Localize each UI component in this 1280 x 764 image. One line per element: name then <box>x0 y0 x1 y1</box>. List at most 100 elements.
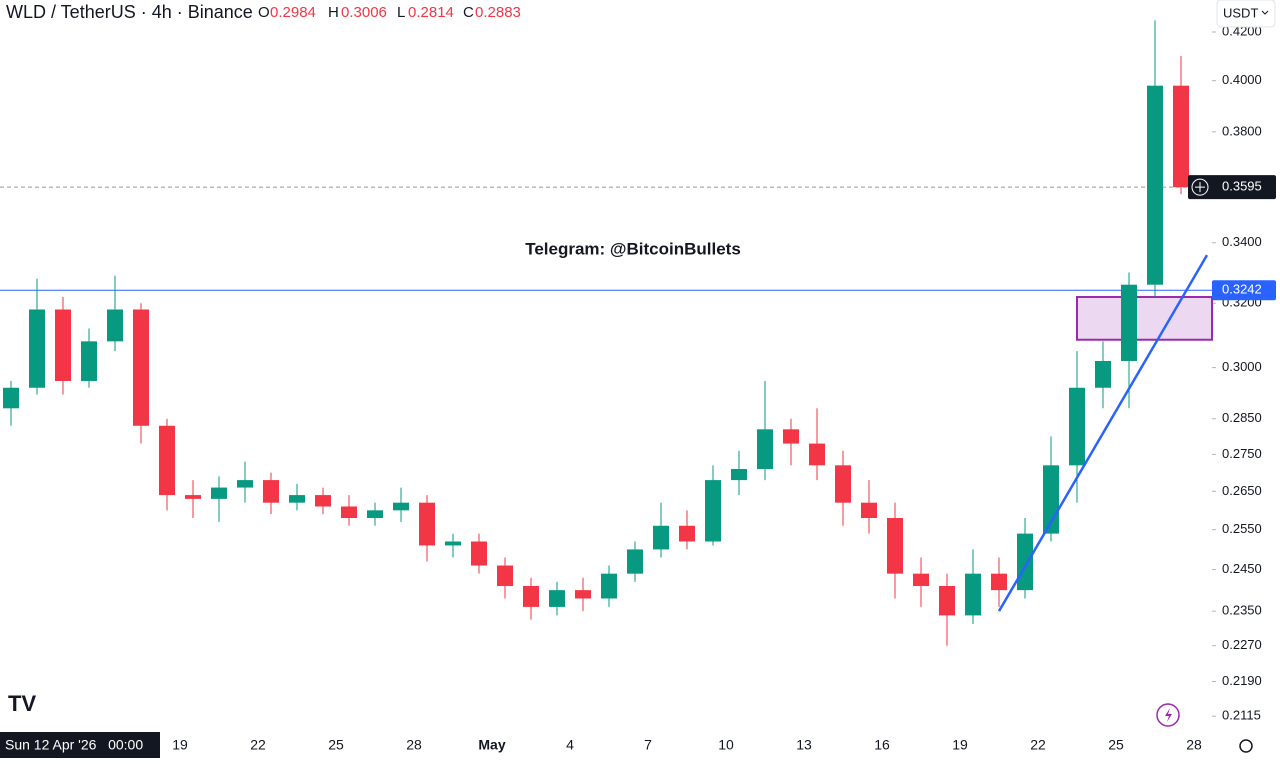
x-tick-label: 28 <box>406 737 422 753</box>
c-value: 0.2883 <box>475 4 521 21</box>
x-tick-label: 4 <box>566 737 574 753</box>
candle-body <box>653 525 669 550</box>
x-tick-label: 16 <box>874 737 890 753</box>
x-tick-label: 7 <box>644 737 652 753</box>
plot: 0.42000.40000.38000.34000.32000.30000.28… <box>0 20 1276 753</box>
candle-body <box>1069 387 1085 466</box>
level-label: 0.3242 <box>1222 282 1262 297</box>
candle-body <box>549 590 565 607</box>
candle-body <box>705 480 721 542</box>
candle-body <box>809 443 825 466</box>
x-tick-label: 25 <box>328 737 344 753</box>
candle-body <box>107 309 123 342</box>
candle-body <box>887 518 903 574</box>
trendline <box>997 254 1209 612</box>
candle-body <box>55 309 71 381</box>
x-tick-label: 19 <box>952 737 968 753</box>
candle-body <box>1147 85 1163 285</box>
candle-body <box>341 506 357 519</box>
x-tick-label: 10 <box>718 737 734 753</box>
add-button[interactable] <box>1191 178 1209 196</box>
x-tick-label: 22 <box>1030 737 1046 753</box>
y-tick-label: 0.2350 <box>1222 603 1262 618</box>
candle-body <box>3 387 19 409</box>
h-value: 0.3006 <box>341 4 387 21</box>
y-tick-label: 0.3800 <box>1222 123 1262 138</box>
y-tick-label: 0.2850 <box>1222 410 1262 425</box>
candle-body <box>81 341 97 381</box>
y-tick-label: 0.3400 <box>1222 234 1262 249</box>
symbol: WLD / TetherUS · 4h · Binance <box>6 2 253 22</box>
zone <box>1076 296 1213 341</box>
candle-body <box>523 586 539 607</box>
y-tick-label: 0.2450 <box>1222 561 1262 576</box>
last-price-box <box>1188 175 1276 200</box>
last-price-label: 0.3595 <box>1222 179 1262 194</box>
level-label-box <box>1212 280 1276 301</box>
c-label: C <box>463 4 474 21</box>
candle-body <box>393 502 409 511</box>
annotation: Telegram: @BitcoinBullets <box>525 239 741 258</box>
h-label: H <box>328 4 339 21</box>
y-tick-label: 0.4000 <box>1222 72 1262 87</box>
candle-body <box>185 495 201 499</box>
y-tick-label: 0.2190 <box>1222 673 1262 688</box>
candle-body <box>367 510 383 519</box>
y-tick-label: 0.2650 <box>1222 483 1262 498</box>
plus <box>1195 182 1205 193</box>
candle-body <box>627 549 643 574</box>
candle-body <box>289 495 305 503</box>
logo: TV <box>8 691 36 716</box>
currency[interactable]: USDT <box>1223 5 1258 20</box>
candle-body <box>497 565 513 587</box>
x-tick-label: 25 <box>1108 737 1124 753</box>
x-tick-label: 28 <box>1186 737 1202 753</box>
y-tick-label: 0.2550 <box>1222 521 1262 536</box>
candle-body <box>575 590 591 599</box>
l-label: L <box>397 4 405 21</box>
candle-body <box>237 480 253 488</box>
candle-body <box>159 425 175 496</box>
candle-body <box>991 573 1007 591</box>
candle-body <box>133 309 149 426</box>
x-tick-label: 19 <box>172 737 188 753</box>
candle-body <box>913 573 929 587</box>
price-axis-bg <box>1212 0 1280 759</box>
crosshair-box <box>0 732 160 758</box>
x-tick-label: May <box>478 737 505 753</box>
crosshair-label: Sun 12 Apr '26 00:00 <box>5 737 143 753</box>
bolt <box>1165 708 1172 722</box>
candle-body <box>965 573 981 616</box>
y-tick-label: 0.2115 <box>1222 708 1261 723</box>
candle-body <box>445 541 461 546</box>
candle-body <box>757 429 773 469</box>
candle-body <box>1095 360 1111 388</box>
candle-body <box>1121 284 1137 361</box>
candle-body <box>861 502 877 519</box>
candle-body <box>783 429 799 444</box>
x-tick-label: 13 <box>796 737 812 753</box>
candle-body <box>315 495 331 507</box>
candle-body <box>835 465 851 503</box>
chevron <box>1261 10 1269 15</box>
alert-icon[interactable] <box>1156 703 1180 727</box>
candle-body <box>419 502 435 546</box>
l-value: 0.2814 <box>408 4 454 21</box>
candle-body <box>263 480 279 503</box>
o-label: O <box>258 4 270 21</box>
y-tick-label: 0.2270 <box>1222 637 1262 652</box>
candle-body <box>29 309 45 388</box>
candle-body <box>731 468 747 481</box>
o-value: 0.2984 <box>270 4 316 21</box>
candle-body <box>601 573 617 599</box>
y-tick-label: 0.2750 <box>1222 446 1262 461</box>
candle-body <box>1173 85 1189 188</box>
settings-icon[interactable] <box>1239 739 1253 753</box>
candle-body <box>679 525 695 542</box>
y-tick-label: 0.3000 <box>1222 359 1262 374</box>
candle-body <box>471 541 487 566</box>
currency-button[interactable] <box>1216 0 1276 28</box>
candle-body <box>211 487 227 499</box>
candle-body <box>1017 533 1033 591</box>
